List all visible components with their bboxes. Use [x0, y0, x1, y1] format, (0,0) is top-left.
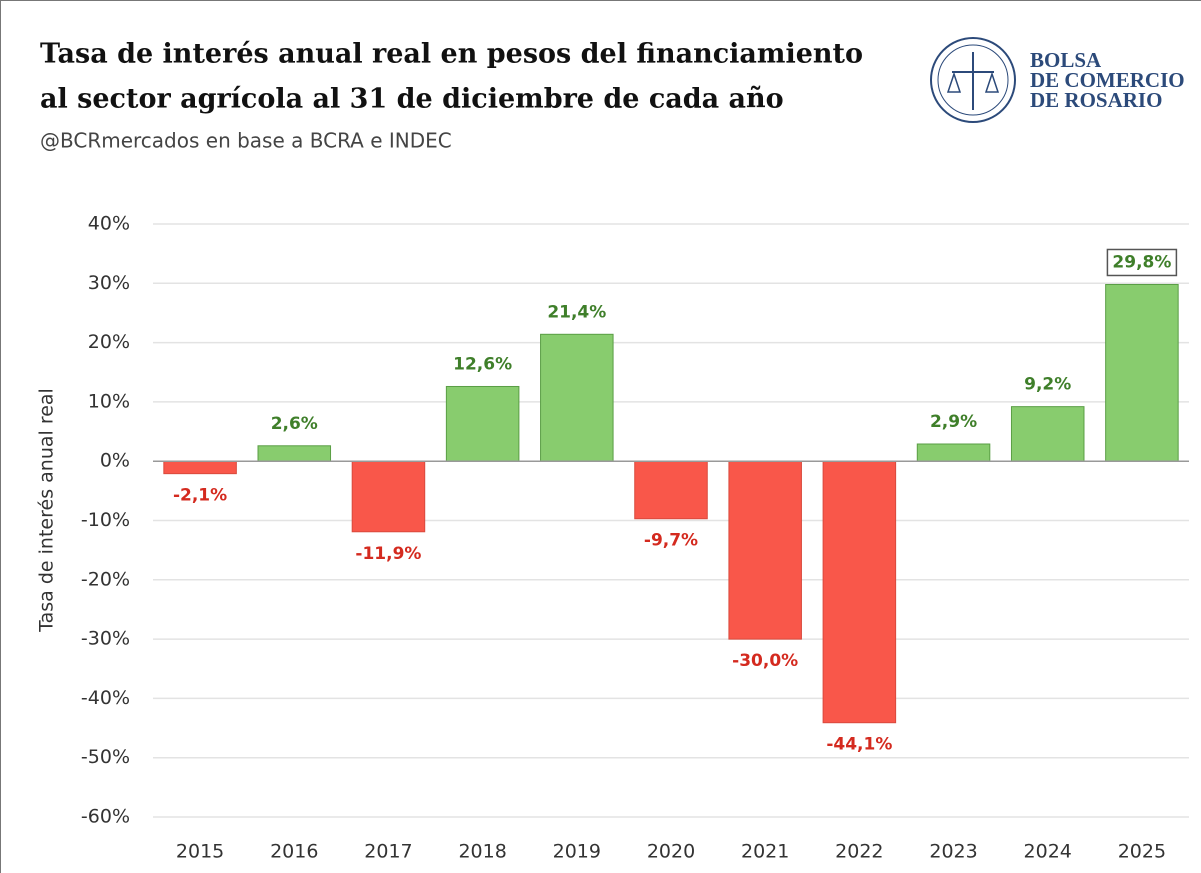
- y-tick-label: 10%: [88, 390, 130, 412]
- bar: [634, 460, 708, 520]
- x-tick-label: 2022: [835, 841, 883, 863]
- x-tick-label: 2021: [741, 841, 789, 863]
- y-tick-label: -60%: [81, 806, 130, 828]
- bar: [822, 460, 897, 724]
- data-label: 2,6%: [271, 414, 318, 434]
- data-label: 2,9%: [930, 412, 977, 432]
- x-tick-label: 2016: [270, 841, 318, 863]
- bar: [728, 460, 802, 640]
- y-axis-label: Tasa de interés anual real: [36, 388, 58, 633]
- data-label: -2,1%: [173, 486, 227, 506]
- logo-text: DE COMERCIO: [1030, 68, 1185, 92]
- bar: [1105, 283, 1179, 462]
- x-tick-label: 2020: [647, 841, 695, 863]
- y-tick-label: 20%: [88, 331, 130, 353]
- data-label: -11,9%: [355, 544, 421, 564]
- x-tick-label: 2015: [176, 841, 224, 863]
- y-tick-label: 30%: [88, 272, 130, 294]
- bar: [351, 460, 426, 533]
- y-tick-label: 40%: [88, 213, 130, 235]
- bar: [257, 445, 332, 462]
- bar: [445, 385, 520, 462]
- bar: [1010, 406, 1085, 462]
- data-label: 29,8%: [1112, 252, 1171, 272]
- data-label: 9,2%: [1024, 375, 1071, 395]
- data-label: -30,0%: [732, 651, 798, 671]
- x-tick-label: 2025: [1118, 841, 1166, 863]
- y-tick-label: -20%: [81, 568, 130, 590]
- bar: [163, 460, 237, 475]
- logo-text: DE ROSARIO: [1030, 88, 1162, 112]
- bar: [916, 443, 991, 462]
- data-label: -9,7%: [644, 531, 698, 551]
- y-tick-label: -40%: [81, 687, 130, 709]
- logo-emblem: [930, 37, 1016, 123]
- y-tick-label: -10%: [81, 509, 130, 531]
- data-label: 12,6%: [453, 354, 512, 374]
- x-tick-label: 2017: [364, 841, 412, 863]
- x-tick-label: 2024: [1024, 841, 1072, 863]
- x-tick-label: 2023: [929, 841, 977, 863]
- y-tick-label: 0%: [100, 450, 130, 472]
- x-tick-label: 2018: [458, 841, 506, 863]
- y-tick-label: -30%: [81, 628, 130, 650]
- highlight-box: [1106, 248, 1178, 277]
- logo-text: BOLSA: [1030, 48, 1102, 72]
- bar: [540, 333, 614, 462]
- y-tick-label: -50%: [81, 746, 130, 768]
- chart-title: al sector agrícola al 31 de diciembre de…: [40, 84, 784, 115]
- chart-title: Tasa de interés anual real en pesos del …: [40, 39, 863, 70]
- x-tick-label: 2019: [553, 841, 601, 863]
- data-label: 21,4%: [547, 302, 606, 322]
- subtitle: @BCRmercados en base a BCRA e INDEC: [40, 129, 452, 153]
- data-label: -44,1%: [826, 735, 892, 755]
